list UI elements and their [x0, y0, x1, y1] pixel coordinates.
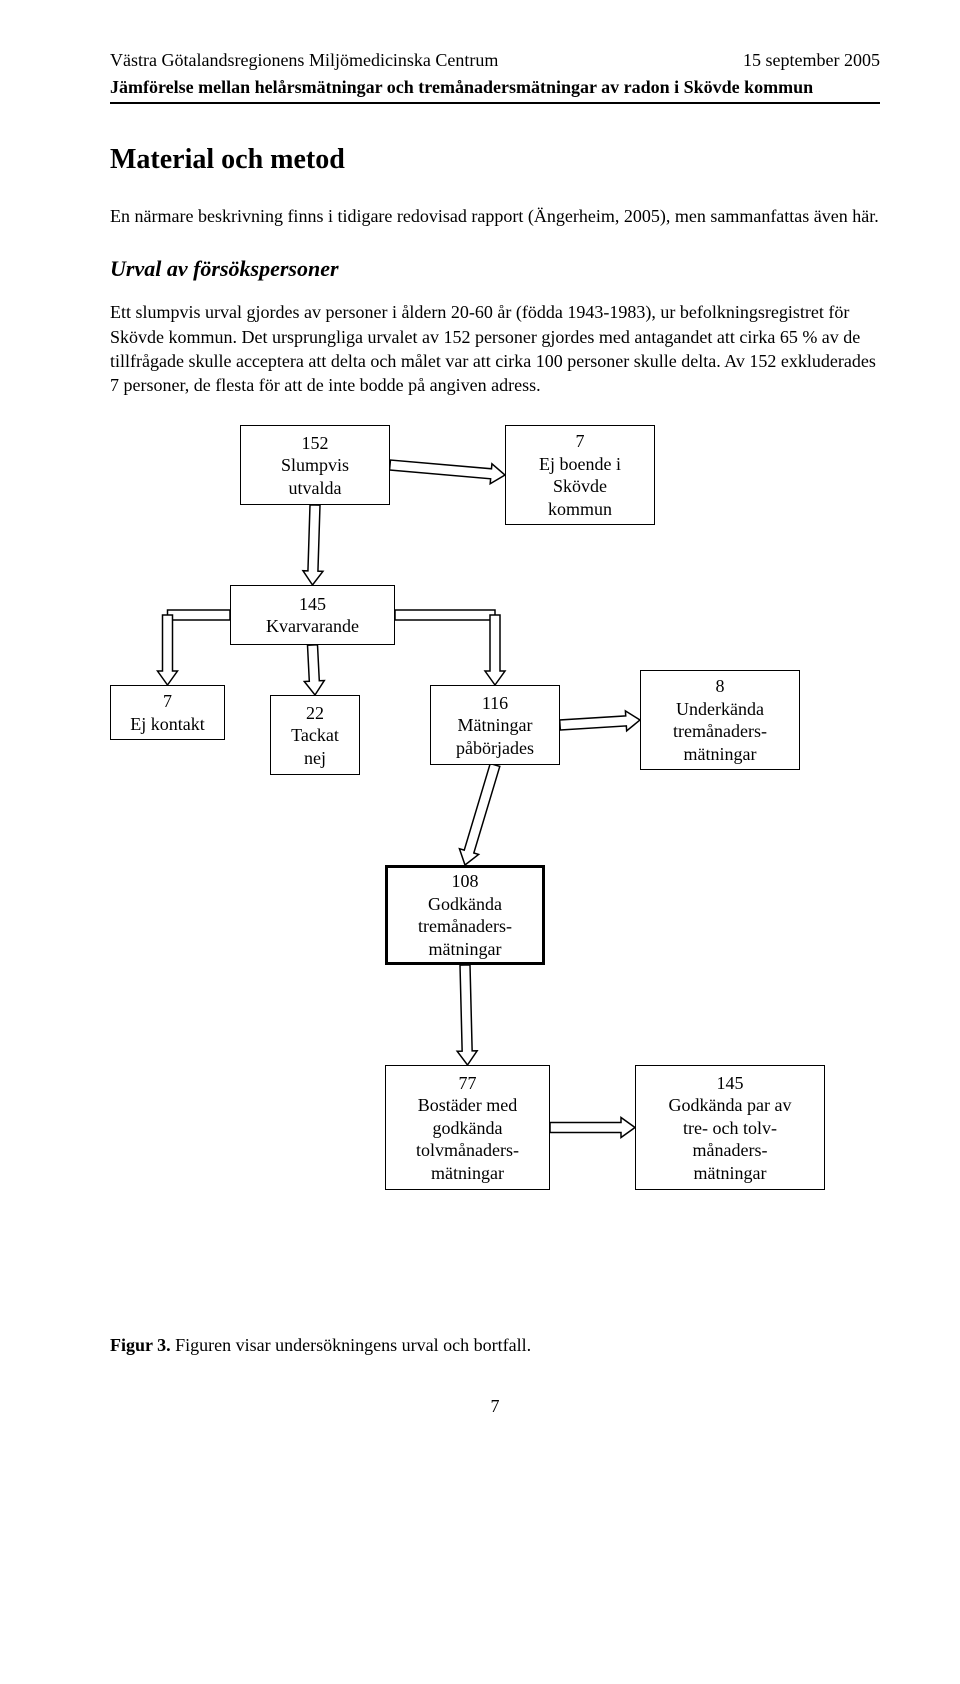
flow-node-n4: 7Ej kontakt: [110, 685, 225, 740]
flow-node-n7: 8Underkändatremånaders-mätningar: [640, 670, 800, 770]
header-left: Västra Götalandsregionens Miljömedicinsk…: [110, 50, 498, 71]
flow-node-n10: 145Godkända par avtre- och tolv-månaders…: [635, 1065, 825, 1190]
flow-node-n1: 152Slumpvisutvalda: [240, 425, 390, 505]
flow-node-n5: 22Tackatnej: [270, 695, 360, 775]
page-number: 7: [110, 1396, 880, 1417]
figure-caption-text: Figuren visar undersökningens urval och …: [171, 1335, 531, 1355]
header-rule: [110, 102, 880, 104]
flowchart: 152Slumpvisutvalda 7Ej boende iSkövdekomm…: [110, 425, 870, 1305]
intro-paragraph: En närmare beskrivning finns i tidigare …: [110, 204, 880, 228]
flow-node-n6: 116Mätningarpåbörjades: [430, 685, 560, 765]
header-right: 15 september 2005: [743, 50, 880, 71]
figure-caption-label: Figur 3.: [110, 1335, 171, 1355]
flow-node-n3: 145Kvarvarande: [230, 585, 395, 645]
figure-caption: Figur 3. Figuren visar undersökningens u…: [110, 1335, 880, 1356]
flow-node-n9: 77Bostäder medgodkändatolvmånaders-mätni…: [385, 1065, 550, 1190]
body-paragraph: Ett slumpvis urval gjordes av personer i…: [110, 300, 880, 397]
section-title: Material och metod: [110, 144, 880, 176]
subsection-title: Urval av försökspersoner: [110, 256, 880, 282]
flow-node-n8: 108Godkändatremånaders-mätningar: [385, 865, 545, 965]
flow-node-n2: 7Ej boende iSkövdekommun: [505, 425, 655, 525]
header-sub: Jämförelse mellan helårsmätningar och tr…: [110, 77, 880, 98]
